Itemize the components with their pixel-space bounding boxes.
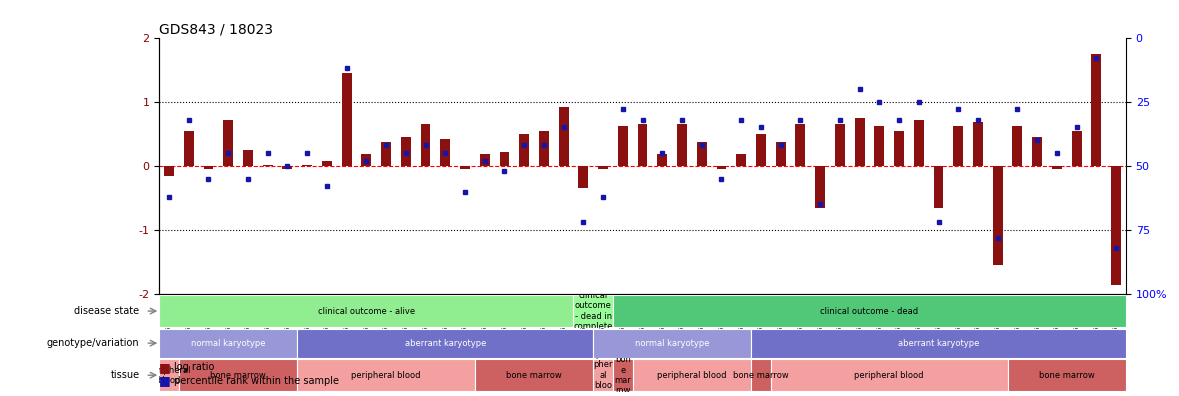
Bar bbox=[756, 134, 766, 166]
Bar bbox=[875, 126, 884, 166]
Bar bbox=[519, 134, 529, 166]
FancyBboxPatch shape bbox=[297, 359, 475, 391]
Bar bbox=[796, 124, 805, 166]
Bar bbox=[855, 118, 864, 166]
Bar bbox=[381, 141, 391, 166]
Bar bbox=[1052, 166, 1062, 169]
Bar bbox=[184, 131, 193, 166]
Bar bbox=[204, 166, 213, 169]
Bar bbox=[283, 166, 292, 169]
FancyBboxPatch shape bbox=[613, 295, 1126, 327]
Text: clinical
outcome
- dead in
complete: clinical outcome - dead in complete bbox=[573, 291, 613, 331]
Text: clinical outcome - dead: clinical outcome - dead bbox=[821, 307, 918, 316]
Bar bbox=[973, 122, 983, 166]
FancyBboxPatch shape bbox=[633, 359, 751, 391]
Text: bone marrow: bone marrow bbox=[210, 371, 266, 380]
Bar bbox=[776, 141, 785, 166]
FancyBboxPatch shape bbox=[613, 359, 633, 391]
FancyBboxPatch shape bbox=[751, 329, 1126, 358]
Bar bbox=[993, 166, 1002, 265]
Bar bbox=[835, 124, 845, 166]
FancyBboxPatch shape bbox=[771, 359, 1008, 391]
FancyBboxPatch shape bbox=[179, 359, 297, 391]
Bar bbox=[559, 107, 568, 166]
Bar bbox=[1033, 137, 1042, 166]
Bar bbox=[815, 166, 825, 208]
FancyBboxPatch shape bbox=[593, 329, 751, 358]
FancyBboxPatch shape bbox=[751, 359, 771, 391]
Text: normal karyotype: normal karyotype bbox=[635, 339, 710, 348]
Bar bbox=[440, 139, 450, 166]
FancyBboxPatch shape bbox=[475, 359, 593, 391]
Bar bbox=[243, 150, 252, 166]
Bar bbox=[302, 165, 312, 166]
Bar bbox=[677, 124, 687, 166]
Bar bbox=[263, 165, 272, 166]
Bar bbox=[539, 131, 549, 166]
Text: aberrant karyotype: aberrant karyotype bbox=[404, 339, 486, 348]
Bar bbox=[322, 161, 331, 166]
Bar bbox=[894, 131, 904, 166]
Text: peripheral blood: peripheral blood bbox=[657, 371, 726, 380]
Text: ■: ■ bbox=[159, 361, 171, 374]
Text: bone marrow: bone marrow bbox=[733, 371, 789, 380]
Bar bbox=[954, 126, 963, 166]
FancyBboxPatch shape bbox=[1008, 359, 1126, 391]
Bar bbox=[223, 120, 233, 166]
Bar bbox=[736, 154, 746, 166]
Text: log ratio: log ratio bbox=[174, 362, 215, 373]
Text: bone marrow: bone marrow bbox=[506, 371, 562, 380]
Bar bbox=[1072, 131, 1081, 166]
Bar bbox=[362, 154, 371, 166]
Bar bbox=[618, 126, 627, 166]
Text: clinical outcome - alive: clinical outcome - alive bbox=[318, 307, 415, 316]
Text: bon
e
mar
row: bon e mar row bbox=[614, 355, 631, 395]
Bar bbox=[342, 73, 351, 166]
Bar bbox=[164, 166, 174, 175]
Bar bbox=[598, 166, 608, 169]
Bar bbox=[500, 152, 509, 166]
Text: peri
pher
al
bloo
d: peri pher al bloo d bbox=[593, 350, 613, 396]
FancyBboxPatch shape bbox=[159, 359, 179, 391]
Text: peripheral
blood: peripheral blood bbox=[147, 366, 191, 385]
FancyBboxPatch shape bbox=[573, 295, 613, 327]
Bar bbox=[697, 141, 706, 166]
Text: tissue: tissue bbox=[111, 370, 139, 380]
Bar bbox=[1013, 126, 1022, 166]
Text: genotype/variation: genotype/variation bbox=[47, 338, 139, 348]
FancyBboxPatch shape bbox=[159, 329, 297, 358]
Bar bbox=[1092, 53, 1101, 166]
Text: peripheral blood: peripheral blood bbox=[855, 371, 924, 380]
Bar bbox=[401, 137, 410, 166]
Bar bbox=[717, 166, 726, 169]
Bar bbox=[579, 166, 588, 188]
Bar bbox=[1111, 166, 1121, 285]
Bar bbox=[934, 166, 943, 208]
Bar bbox=[460, 166, 470, 169]
Text: ■: ■ bbox=[159, 375, 171, 387]
Text: disease state: disease state bbox=[74, 306, 139, 316]
FancyBboxPatch shape bbox=[593, 359, 613, 391]
Text: normal karyotype: normal karyotype bbox=[191, 339, 265, 348]
Text: peripheral blood: peripheral blood bbox=[351, 371, 421, 380]
FancyBboxPatch shape bbox=[159, 295, 573, 327]
Text: bone marrow: bone marrow bbox=[1039, 371, 1094, 380]
Text: GDS843 / 18023: GDS843 / 18023 bbox=[159, 23, 274, 36]
Bar bbox=[421, 124, 430, 166]
Bar bbox=[480, 154, 489, 166]
FancyBboxPatch shape bbox=[297, 329, 593, 358]
Bar bbox=[638, 124, 647, 166]
Text: percentile rank within the sample: percentile rank within the sample bbox=[174, 376, 340, 386]
Bar bbox=[658, 154, 667, 166]
Text: aberrant karyotype: aberrant karyotype bbox=[898, 339, 980, 348]
Bar bbox=[914, 120, 923, 166]
